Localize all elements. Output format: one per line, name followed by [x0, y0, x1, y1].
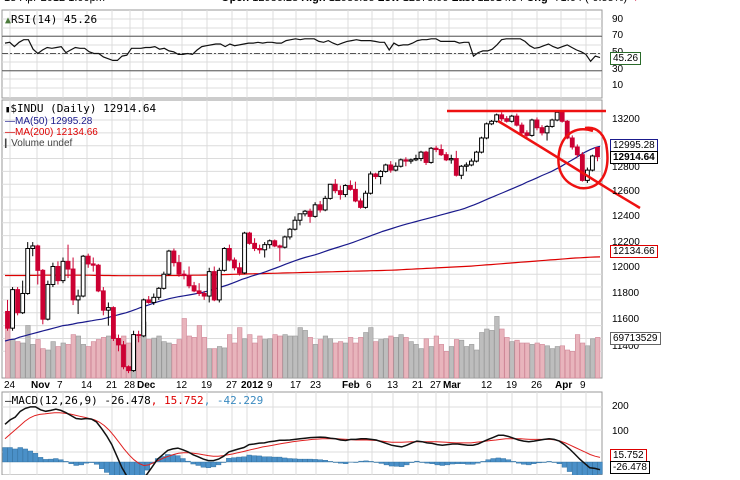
date-label: 21: [412, 380, 423, 391]
rsi-axis-90: 90: [612, 14, 623, 25]
price-legend: ▮$INDU (Daily) 12914.64: [5, 103, 156, 116]
price-axis-11600: 11600: [612, 314, 639, 325]
high-value: 12986.35: [329, 0, 375, 4]
date-label: 24: [4, 380, 15, 391]
date-label: 9: [580, 380, 586, 391]
price-axis-11800: 11800: [612, 288, 639, 299]
volume-legend: ▎Volume undef: [5, 138, 72, 149]
date-label: 28: [124, 380, 135, 391]
date-label: Feb: [342, 380, 360, 391]
high-label: High: [301, 0, 325, 4]
date-label: 12: [176, 380, 187, 391]
rsi-value-tag: 45.26: [610, 52, 641, 65]
rsi-axis-70: 70: [612, 30, 623, 41]
date-label: 7: [57, 380, 63, 391]
date-label: 12: [481, 380, 492, 391]
rsi-legend-text: RSI(14) 45.26: [11, 13, 97, 26]
ma200-legend: —MA(200) 12134.66: [5, 127, 98, 138]
ma200-value-tag: 12134.66: [610, 245, 658, 258]
ma50-swatch-icon: —: [5, 116, 15, 127]
date-label: 2012: [241, 380, 263, 391]
date-label: 13: [387, 380, 398, 391]
quote-header: 13-Apr-2012 1:00pm Open 12986.28 High 12…: [4, 0, 641, 4]
open-value: 12986.28: [252, 0, 298, 4]
date-label: 26: [531, 380, 542, 391]
rsi-axis-10: 10: [612, 80, 623, 91]
date-label: Nov: [31, 380, 50, 391]
date-label: 9: [267, 380, 273, 391]
date-label: 19: [201, 380, 212, 391]
low-label: Low: [378, 0, 400, 4]
date-label: 21: [106, 380, 117, 391]
macd-axis-100: 100: [612, 426, 629, 437]
date-label: 6: [366, 380, 372, 391]
macd-value-tag: -26.478: [610, 461, 650, 474]
date-label: 19: [506, 380, 517, 391]
rsi-axis-30: 30: [612, 64, 623, 75]
rsi-legend: ▲RSI(14) 45.26: [5, 14, 97, 27]
down-arrow-icon: ▼: [630, 0, 641, 4]
macd-axis-200: 200: [612, 401, 629, 412]
macd-swatch-icon: —: [5, 394, 12, 407]
date-label: 14: [81, 380, 92, 391]
price-axis-12000: 12000: [612, 262, 640, 273]
last-price-tag: 12914.64: [610, 151, 658, 164]
ma200-swatch-icon: —: [5, 127, 15, 138]
quote-date: 13-Apr-2012 1:00pm: [4, 0, 105, 4]
price-axis-13200: 13200: [612, 114, 640, 125]
date-label: 17: [290, 380, 301, 391]
date-label: 27: [226, 380, 237, 391]
price-axis-12400: 12400: [612, 211, 640, 222]
last-value: 12914.64: [477, 0, 523, 4]
last-label: Last: [452, 0, 475, 4]
chg-label: Chg: [526, 0, 547, 4]
low-value: 12878.99: [403, 0, 449, 4]
volume-value-tag: 69713529: [610, 332, 661, 345]
price-legend-text: $INDU (Daily) 12914.64: [10, 102, 156, 115]
chg-value: -71.64 (-0.55%): [551, 0, 627, 4]
price-axis-12600: 12600: [612, 186, 640, 197]
macd-legend: —MACD(12,26,9) -26.478, 15.752, -42.229: [5, 395, 263, 407]
open-label: Open: [221, 0, 249, 4]
ma50-legend: —MA(50) 12995.28: [5, 116, 92, 127]
date-label: Apr: [555, 380, 572, 391]
date-label: Mar: [443, 380, 461, 391]
date-label: 23: [310, 380, 321, 391]
date-label: 27: [430, 380, 441, 391]
date-label: Dec: [137, 380, 155, 391]
